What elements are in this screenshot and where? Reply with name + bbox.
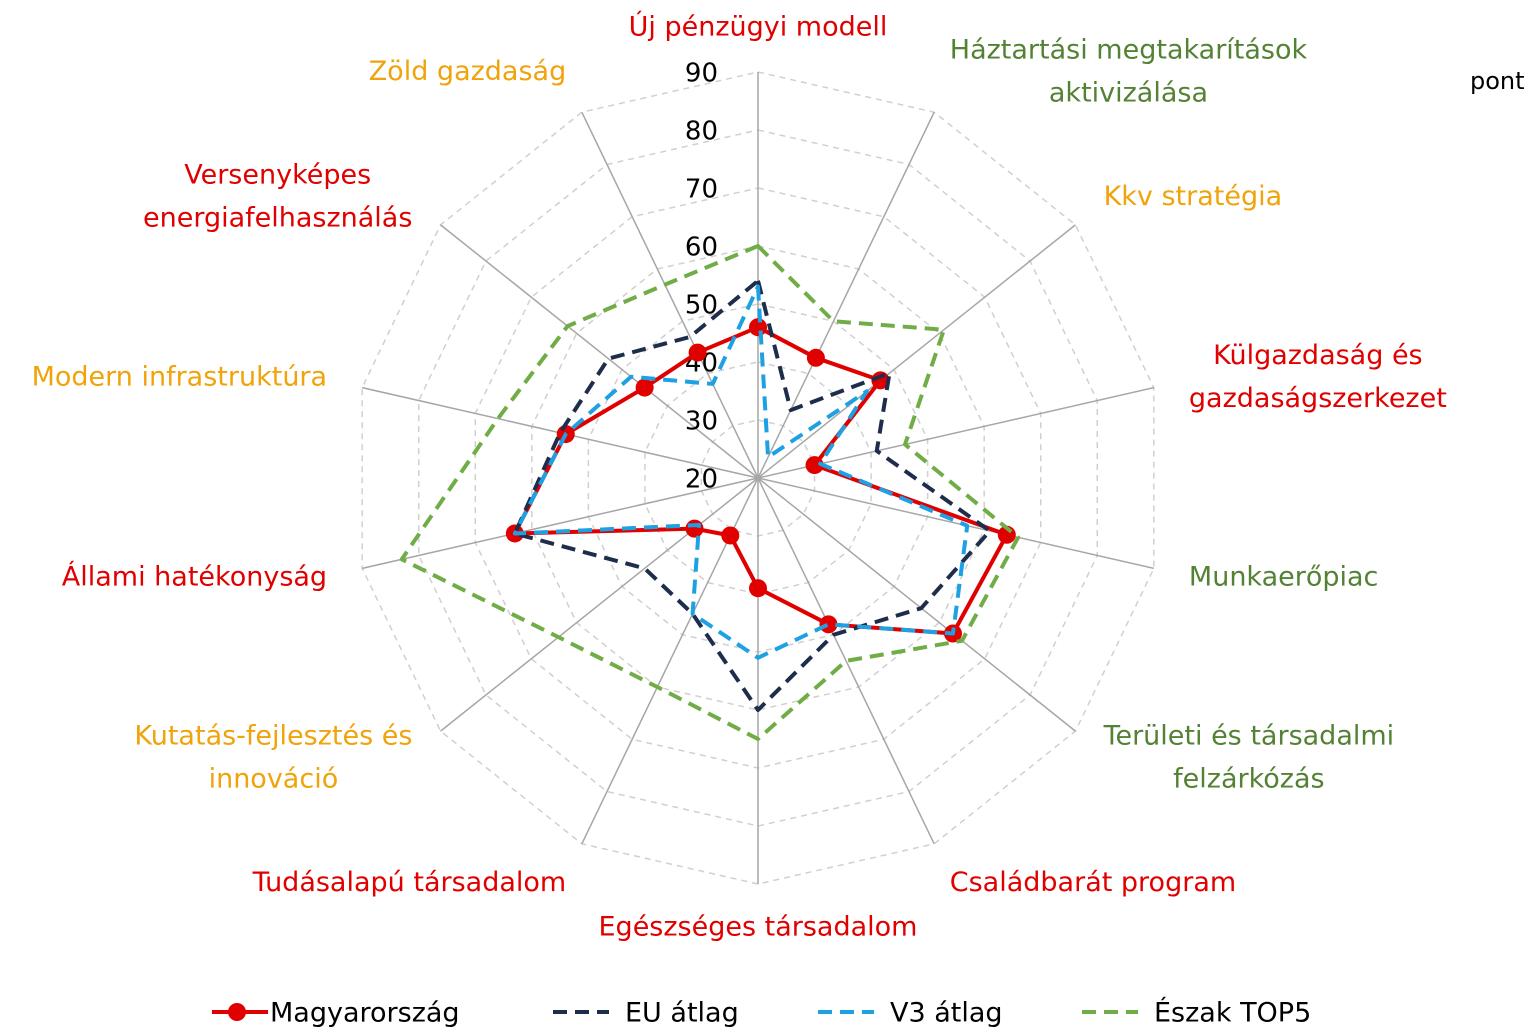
category-label: Tudásalapú társadalom	[252, 867, 567, 898]
spoke	[362, 477, 759, 570]
spoke	[757, 111, 935, 479]
category-label: Családbarát program	[950, 867, 1236, 898]
series-marker	[688, 343, 707, 362]
category-label-line: Külgazdaság és	[1213, 340, 1423, 371]
spoke	[757, 477, 935, 845]
category-label: Területi és társadalmi felzárkózás	[1103, 721, 1395, 795]
category-label-line: Versenyképes	[184, 159, 371, 190]
legend-label: EU átlag	[625, 998, 739, 1029]
category-label-line: Állami hatékonyság	[62, 561, 327, 593]
series-line	[512, 278, 992, 712]
legend-marker	[228, 1003, 246, 1021]
legend-label: V3 átlag	[890, 998, 1003, 1029]
unit-label: pont	[1470, 67, 1525, 95]
category-label-line: felzárkózás	[1173, 764, 1324, 795]
category-label: Kutatás-fejlesztés és innováció	[134, 721, 412, 795]
category-label-line: Területi és társadalmi	[1103, 721, 1395, 752]
category-label: Kkv stratégia	[1104, 181, 1283, 212]
category-label: Modern infrastruktúra	[32, 361, 328, 392]
r-tick-label: 60	[685, 233, 718, 263]
category-label-line: Kutatás-fejlesztés és	[134, 721, 412, 752]
grid-ring	[361, 71, 1155, 885]
category-label: Versenyképes energiafelhasználás	[143, 159, 412, 233]
category-label: Állami hatékonyság	[62, 561, 327, 593]
legend-label: Észak TOP5	[1154, 997, 1311, 1029]
r-tick-label: 30	[685, 407, 718, 437]
series-marker	[635, 378, 654, 397]
spoke	[757, 477, 1154, 570]
series-marker	[685, 519, 704, 538]
category-label-line: Zöld gazdaság	[369, 56, 567, 87]
category-label: Munkaerőpiac	[1189, 562, 1379, 593]
spoke	[581, 111, 759, 479]
r-tick-label: 90	[685, 59, 718, 89]
category-label: Külgazdaság és gazdaságszerkezet	[1189, 340, 1447, 414]
category-label-line: Egészséges társadalom	[599, 912, 918, 943]
category-label: Zöld gazdaság	[369, 56, 567, 87]
legend-label: Magyarország	[270, 998, 460, 1029]
r-tick-label: 80	[685, 117, 718, 147]
category-label-line: aktivizálása	[1049, 78, 1208, 109]
category-label-line: gazdaságszerkezet	[1189, 383, 1447, 414]
spoke	[757, 386, 1154, 479]
series-marker	[721, 526, 740, 545]
category-label-line: Munkaerőpiac	[1189, 562, 1379, 593]
category-label-line: energiafelhasználás	[143, 202, 412, 233]
category-label-line: Kkv stratégia	[1104, 181, 1283, 212]
spoke	[440, 224, 759, 479]
r-tick-label: 50	[685, 291, 718, 321]
category-label: Új pénzügyi modell	[629, 11, 888, 43]
category-label-line: Modern infrastruktúra	[32, 361, 328, 392]
grid-ring	[531, 245, 985, 711]
category-label-line: Háztartási megtakarítások	[950, 35, 1308, 66]
category-label-line: innováció	[209, 764, 339, 795]
category-label: Háztartási megtakarítások aktivizálása	[950, 35, 1308, 109]
r-tick-label: 70	[685, 175, 718, 205]
series-line	[512, 284, 970, 660]
category-label-line: Tudásalapú társadalom	[252, 867, 567, 898]
r-tick-label: 20	[685, 465, 718, 495]
series-line	[399, 244, 1021, 741]
category-label-line: Új pénzügyi modell	[629, 11, 888, 43]
series-marker	[749, 579, 767, 598]
series-marker	[805, 456, 824, 475]
grid-ring	[417, 129, 1099, 827]
spoke	[757, 477, 1076, 732]
series-marker	[819, 615, 838, 634]
series-marker	[749, 318, 767, 337]
category-label: Egészséges társadalom	[599, 912, 918, 943]
category-label-line: Családbarát program	[950, 867, 1236, 898]
series-marker	[806, 348, 825, 367]
spoke	[757, 224, 1076, 479]
spoke	[440, 477, 759, 732]
